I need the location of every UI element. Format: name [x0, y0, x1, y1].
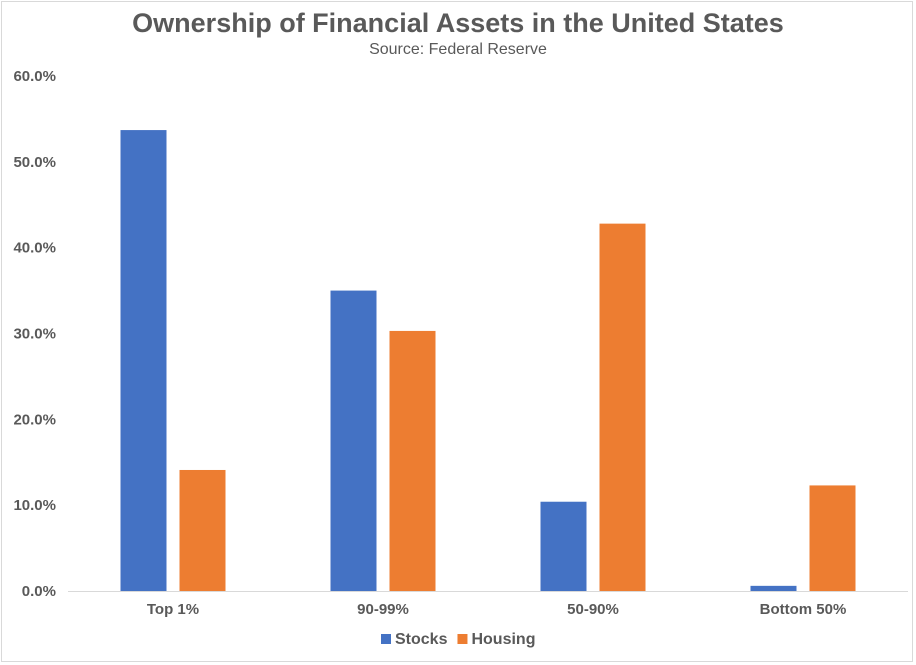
- bar-stocks: [120, 130, 167, 591]
- bars-group: [120, 130, 856, 591]
- y-tick-label: 20.0%: [13, 411, 56, 428]
- legend-label-housing: Housing: [471, 631, 535, 648]
- legend-label-stocks: Stocks: [395, 631, 448, 648]
- bar-stocks: [540, 501, 587, 591]
- legend: Stocks Housing: [381, 631, 535, 648]
- y-tick-label: 50.0%: [13, 154, 56, 171]
- y-tick-label: 30.0%: [13, 326, 56, 343]
- y-tick-label: 60.0%: [13, 68, 56, 85]
- bar-housing: [389, 330, 436, 591]
- bar-housing: [179, 469, 226, 591]
- legend-swatch-stocks: [381, 634, 391, 644]
- bar-housing: [809, 485, 856, 591]
- x-tick-label: 90-99%: [357, 601, 409, 618]
- y-tick-label: 10.0%: [13, 497, 56, 514]
- x-axis-ticks: Top 1% 90-99% 50-90% Bottom 50%: [147, 601, 846, 618]
- x-tick-label: Bottom 50%: [760, 601, 847, 618]
- y-axis-ticks: 0.0% 10.0% 20.0% 30.0% 40.0% 50.0% 60.0%: [13, 68, 56, 600]
- chart-title: Ownership of Financial Assets in the Uni…: [132, 8, 784, 38]
- bar-housing: [599, 223, 646, 591]
- y-tick-label: 0.0%: [22, 583, 56, 600]
- y-tick-label: 40.0%: [13, 240, 56, 257]
- bar-stocks: [750, 585, 797, 591]
- bar-stocks: [330, 290, 377, 591]
- chart-subtitle: Source: Federal Reserve: [369, 41, 547, 58]
- x-tick-label: Top 1%: [147, 601, 199, 618]
- legend-swatch-housing: [457, 634, 468, 644]
- x-tick-label: 50-90%: [567, 601, 619, 618]
